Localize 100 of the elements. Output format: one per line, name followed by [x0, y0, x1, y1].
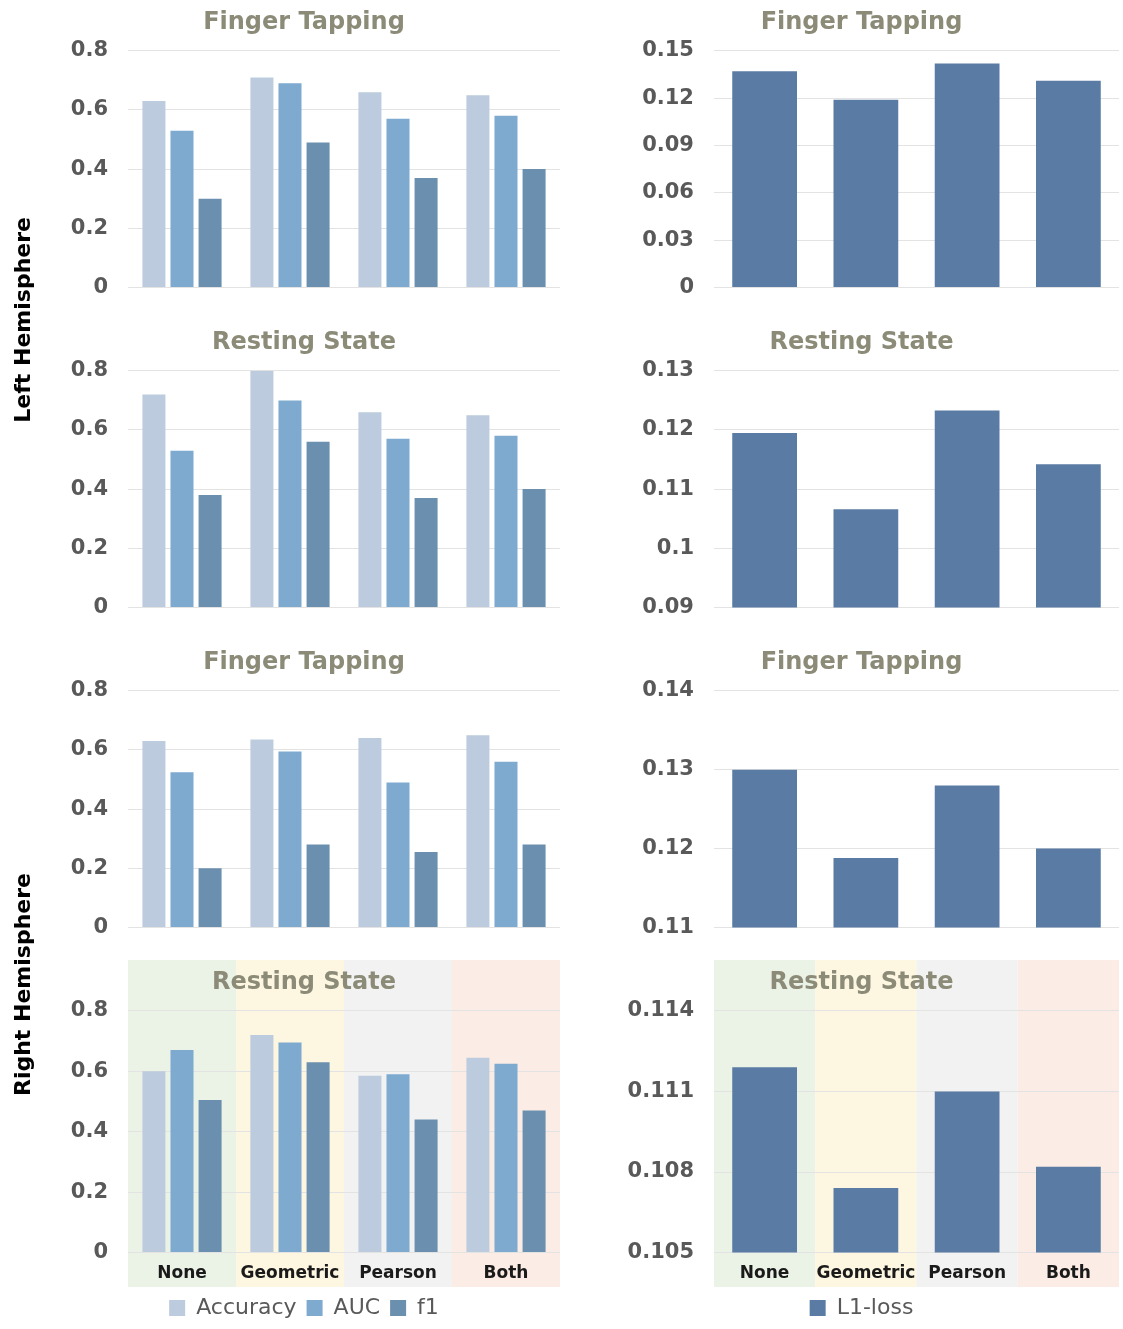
chart-title: Finger Tapping — [203, 646, 405, 675]
bar — [414, 497, 438, 607]
y-tick-label: 0.11 — [642, 475, 694, 500]
y-tick-label: 0.06 — [642, 179, 694, 204]
y-tick-label: 0.4 — [70, 1118, 108, 1143]
bar — [414, 1119, 438, 1253]
x-tick-label: None — [739, 1262, 790, 1283]
x-tick-label: None — [157, 1262, 207, 1283]
y-tick-label: 0.12 — [642, 416, 694, 441]
bar — [198, 198, 222, 287]
bar — [414, 851, 438, 927]
bar — [522, 844, 546, 927]
y-tick-label: 0 — [93, 1239, 108, 1264]
bar — [250, 370, 274, 607]
bar — [494, 1063, 518, 1253]
y-tick-label: 0.108 — [627, 1158, 694, 1183]
y-tick-label: 0 — [93, 913, 108, 938]
y-tick-label: 0.12 — [642, 84, 694, 109]
y-tick-label: 0.15 — [642, 37, 694, 62]
y-tick-label: 0 — [93, 273, 108, 298]
y-tick-label: 0.11 — [642, 913, 694, 938]
y-tick-label: 0.4 — [70, 475, 108, 500]
y-tick-label: 0.6 — [70, 96, 108, 121]
chart-title: Finger Tapping — [760, 646, 963, 675]
bar — [250, 77, 274, 287]
y-tick-label: 0.6 — [70, 1057, 108, 1082]
bar — [198, 1099, 222, 1253]
bar — [170, 772, 194, 927]
y-tick-label: 0.8 — [70, 37, 108, 62]
y-tick-label: 0.8 — [70, 357, 108, 382]
bar — [306, 844, 330, 927]
bar — [494, 115, 518, 287]
bar — [386, 782, 410, 927]
bar — [386, 438, 410, 607]
bar — [358, 412, 382, 607]
y-tick-label: 0.8 — [70, 677, 108, 702]
legend-label: Accuracy — [196, 1293, 297, 1319]
y-tick-label: 0.2 — [70, 214, 108, 239]
y-tick-label: 0.111 — [627, 1077, 694, 1102]
bar — [278, 1042, 302, 1253]
y-tick-label: 0.8 — [70, 997, 108, 1022]
bar — [732, 71, 798, 287]
bar — [522, 489, 546, 607]
bar — [386, 118, 410, 287]
y-tick-label: 0.2 — [70, 1178, 108, 1203]
bar — [278, 400, 302, 607]
legend-label: AUC — [333, 1293, 381, 1319]
bar — [414, 177, 438, 287]
x-tick-label: Both — [1045, 1262, 1091, 1283]
bar — [142, 741, 166, 927]
y-tick-label: 0.09 — [642, 131, 694, 156]
bar — [358, 92, 382, 287]
bar — [306, 1062, 330, 1253]
bar — [142, 394, 166, 607]
bar — [1035, 80, 1101, 287]
y-tick-label: 0.2 — [70, 534, 108, 559]
bar — [278, 751, 302, 927]
bar — [522, 169, 546, 287]
bar — [466, 1057, 490, 1253]
chart-title: Resting State — [211, 326, 397, 355]
y-tick-label: 0.03 — [642, 226, 694, 251]
x-tick-label: Pearson — [359, 1262, 437, 1283]
y-tick-label: 0.12 — [642, 834, 694, 859]
y-tick-label: 0.105 — [627, 1239, 694, 1264]
bar — [306, 142, 330, 287]
y-tick-label: 0.4 — [70, 155, 108, 180]
bar — [358, 1075, 382, 1253]
y-tick-label: 0.2 — [70, 854, 108, 879]
bar — [142, 1071, 166, 1253]
bar — [358, 738, 382, 927]
bar — [494, 435, 518, 607]
y-axis-title: Right Hemisphere — [9, 872, 35, 1097]
y-tick-label: 0.1 — [656, 534, 694, 559]
legend-label: f1 — [417, 1293, 439, 1319]
legend-label: L1-loss — [836, 1293, 914, 1319]
bar — [466, 415, 490, 607]
bar — [170, 1050, 194, 1253]
y-tick-label: 0 — [93, 593, 108, 618]
x-tick-label: Pearson — [928, 1262, 1006, 1283]
y-tick-label: 0.114 — [627, 997, 694, 1022]
y-tick-label: 0 — [679, 273, 694, 298]
bar — [170, 450, 194, 607]
bar — [170, 130, 194, 287]
bar — [306, 441, 330, 607]
chart-title: Resting State — [769, 966, 954, 995]
bar — [198, 495, 222, 607]
bar — [833, 99, 899, 287]
chart-title: Finger Tapping — [203, 6, 405, 35]
x-tick-label: Geometric — [240, 1262, 340, 1283]
y-tick-label: 0.4 — [70, 795, 108, 820]
bar — [934, 63, 1000, 287]
bar — [494, 761, 518, 927]
x-tick-label: Geometric — [816, 1262, 916, 1283]
bar — [386, 1074, 410, 1253]
y-axis-title: Left Hemisphere — [9, 217, 35, 423]
bar — [142, 101, 166, 287]
chart-title: Finger Tapping — [760, 6, 963, 35]
chart-title: Resting State — [211, 966, 397, 995]
bar — [522, 1110, 546, 1253]
x-tick-label: Both — [483, 1262, 529, 1283]
